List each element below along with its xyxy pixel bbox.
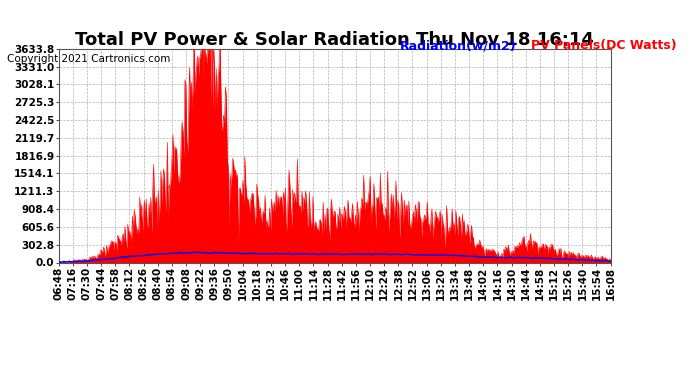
Text: Copyright 2021 Cartronics.com: Copyright 2021 Cartronics.com [7, 54, 170, 64]
Text: Radiation(w/m2): Radiation(w/m2) [400, 39, 517, 53]
Text: PV Panels(DC Watts): PV Panels(DC Watts) [531, 39, 677, 53]
Title: Total PV Power & Solar Radiation Thu Nov 18 16:14: Total PV Power & Solar Radiation Thu Nov… [75, 31, 594, 49]
